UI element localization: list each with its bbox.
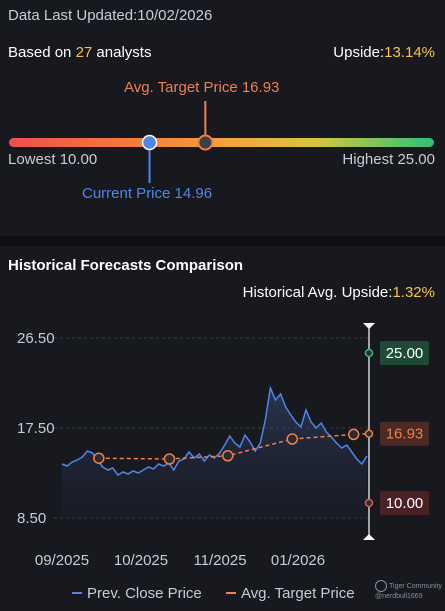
legend-label-avg-target: Avg. Target Price — [240, 584, 355, 602]
historical-upside-label: Historical Avg. Upside: — [242, 284, 393, 301]
legend-swatch-avg-target — [225, 592, 236, 594]
marker-highest-value: 25.00 — [386, 345, 424, 362]
avg-target-point[interactable] — [163, 453, 176, 465]
avg-target-label: Avg. Target Price 16.93 — [124, 79, 280, 96]
x-tick-label: 01/2026 — [271, 552, 325, 569]
y-tick-label: 8.50 — [17, 510, 46, 527]
based-on-suffix: analysts — [92, 44, 152, 61]
analyst-count-text: Based on 27 analysts — [8, 44, 151, 61]
legend-label-prev-close: Prev. Close Price — [87, 584, 202, 602]
upside-value: 13.14% — [384, 44, 435, 61]
range-slider-bottom-handle[interactable] — [363, 534, 375, 540]
historical-forecast-chart: 26.50 17.50 8.50 25.00 16.93 10.00 09/2025 10… — [17, 323, 429, 569]
avg-target-point[interactable] — [93, 452, 105, 464]
price-area — [62, 388, 367, 518]
x-tick-label: 11/2025 — [193, 552, 246, 569]
analyst-count: 27 — [75, 44, 93, 61]
lowest-label: Lowest 10.00 — [8, 151, 98, 168]
marker-lowest-dot — [364, 498, 374, 508]
avg-target-point[interactable] — [286, 433, 298, 445]
watermark-title: Tiger Community — [389, 582, 443, 590]
marker-lowest-value: 10.00 — [386, 495, 424, 512]
marker-highest-dot — [364, 348, 374, 358]
current-price-marker — [141, 134, 158, 151]
historical-upside-text: Historical Avg. Upside:1.32% — [243, 284, 435, 301]
marker-lowest-badge — [380, 491, 429, 515]
legend-swatch-prev-close — [72, 592, 82, 594]
based-on-prefix: Based on — [8, 44, 76, 61]
avg-target-point[interactable] — [222, 450, 234, 462]
section-title: Historical Forecasts Comparison — [8, 257, 244, 274]
upside-label: Upside: — [333, 44, 385, 61]
marker-avg-value: 16.93 — [386, 426, 424, 443]
x-tick-label: 10/2025 — [114, 552, 168, 569]
range-slider-top-handle[interactable] — [363, 323, 375, 329]
legend-item-prev-close[interactable]: Prev. Close Price — [72, 585, 202, 602]
last-updated-label: Data Last Updated: — [8, 7, 138, 24]
gauge-track — [9, 138, 434, 147]
prev-close-line — [61, 385, 368, 476]
marker-avg-dot — [364, 429, 374, 438]
watermark: Tiger Community @nerdbull1669 — [375, 580, 442, 602]
avg-target-point[interactable] — [347, 428, 360, 441]
price-target-gauge — [9, 101, 434, 183]
last-updated-value: 10/02/2026 — [137, 7, 213, 24]
y-tick-label: 26.50 — [17, 330, 55, 347]
x-tick-label: 09/2025 — [35, 552, 89, 569]
last-updated-text: Data Last Updated:10/02/2026 — [8, 7, 212, 24]
legend-item-avg-target[interactable]: Avg. Target Price — [225, 584, 355, 602]
highest-label: Highest 25.00 — [342, 151, 435, 168]
chart-legend: Prev. Close Price Avg. Target Price — [72, 581, 375, 602]
section-divider — [0, 236, 445, 246]
avg-target-marker — [197, 134, 214, 151]
y-tick-label: 17.50 — [17, 420, 55, 437]
upside-text: Upside:13.14% — [333, 44, 435, 61]
watermark-handle: @nerdbull1669 — [375, 593, 423, 600]
tiger-logo-icon — [375, 580, 387, 592]
marker-highest-badge — [380, 341, 429, 365]
marker-avg-badge — [380, 421, 429, 446]
historical-upside-value: 1.32% — [392, 284, 435, 301]
current-price-label: Current Price 14.96 — [82, 185, 213, 202]
